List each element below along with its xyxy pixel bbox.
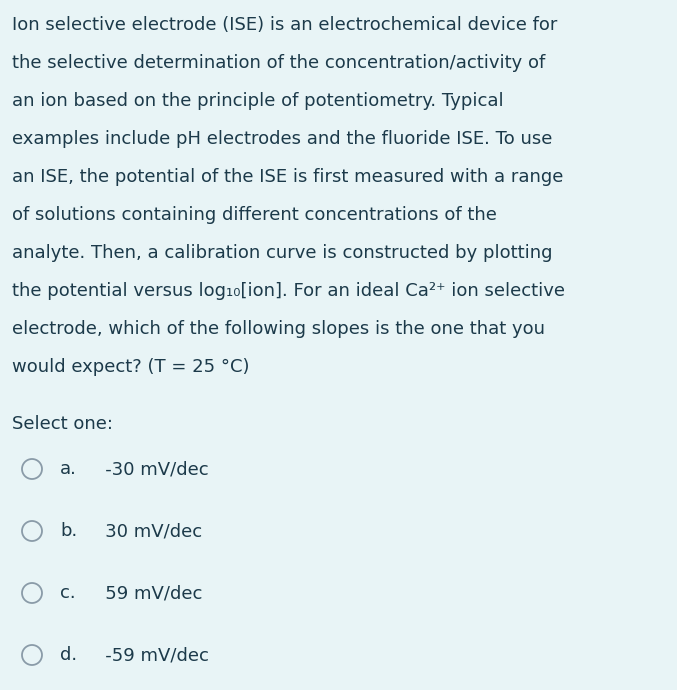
Text: d.: d.	[60, 646, 77, 664]
Text: of solutions containing different concentrations of the: of solutions containing different concen…	[12, 206, 497, 224]
Text: examples include pH electrodes and the fluoride ISE. To use: examples include pH electrodes and the f…	[12, 130, 552, 148]
Text: 59 mV/dec: 59 mV/dec	[88, 584, 202, 602]
Text: would expect? (T = 25 °C): would expect? (T = 25 °C)	[12, 358, 250, 376]
Text: c.: c.	[60, 584, 76, 602]
Text: b.: b.	[60, 522, 77, 540]
Text: -59 mV/dec: -59 mV/dec	[88, 646, 209, 664]
Text: Ion selective electrode (ISE) is an electrochemical device for: Ion selective electrode (ISE) is an elec…	[12, 16, 557, 34]
Text: Select one:: Select one:	[12, 415, 113, 433]
Text: the selective determination of the concentration/activity of: the selective determination of the conce…	[12, 54, 545, 72]
Text: 30 mV/dec: 30 mV/dec	[88, 522, 202, 540]
Text: analyte. Then, a calibration curve is constructed by plotting: analyte. Then, a calibration curve is co…	[12, 244, 552, 262]
Text: an ion based on the principle of potentiometry. Typical: an ion based on the principle of potenti…	[12, 92, 504, 110]
Text: the potential versus log₁₀[ion]. For an ideal Ca²⁺ ion selective: the potential versus log₁₀[ion]. For an …	[12, 282, 565, 300]
Text: electrode, which of the following slopes is the one that you: electrode, which of the following slopes…	[12, 320, 545, 338]
Text: -30 mV/dec: -30 mV/dec	[88, 460, 209, 478]
Text: an ISE, the potential of the ISE is first measured with a range: an ISE, the potential of the ISE is firs…	[12, 168, 563, 186]
Text: a.: a.	[60, 460, 77, 478]
